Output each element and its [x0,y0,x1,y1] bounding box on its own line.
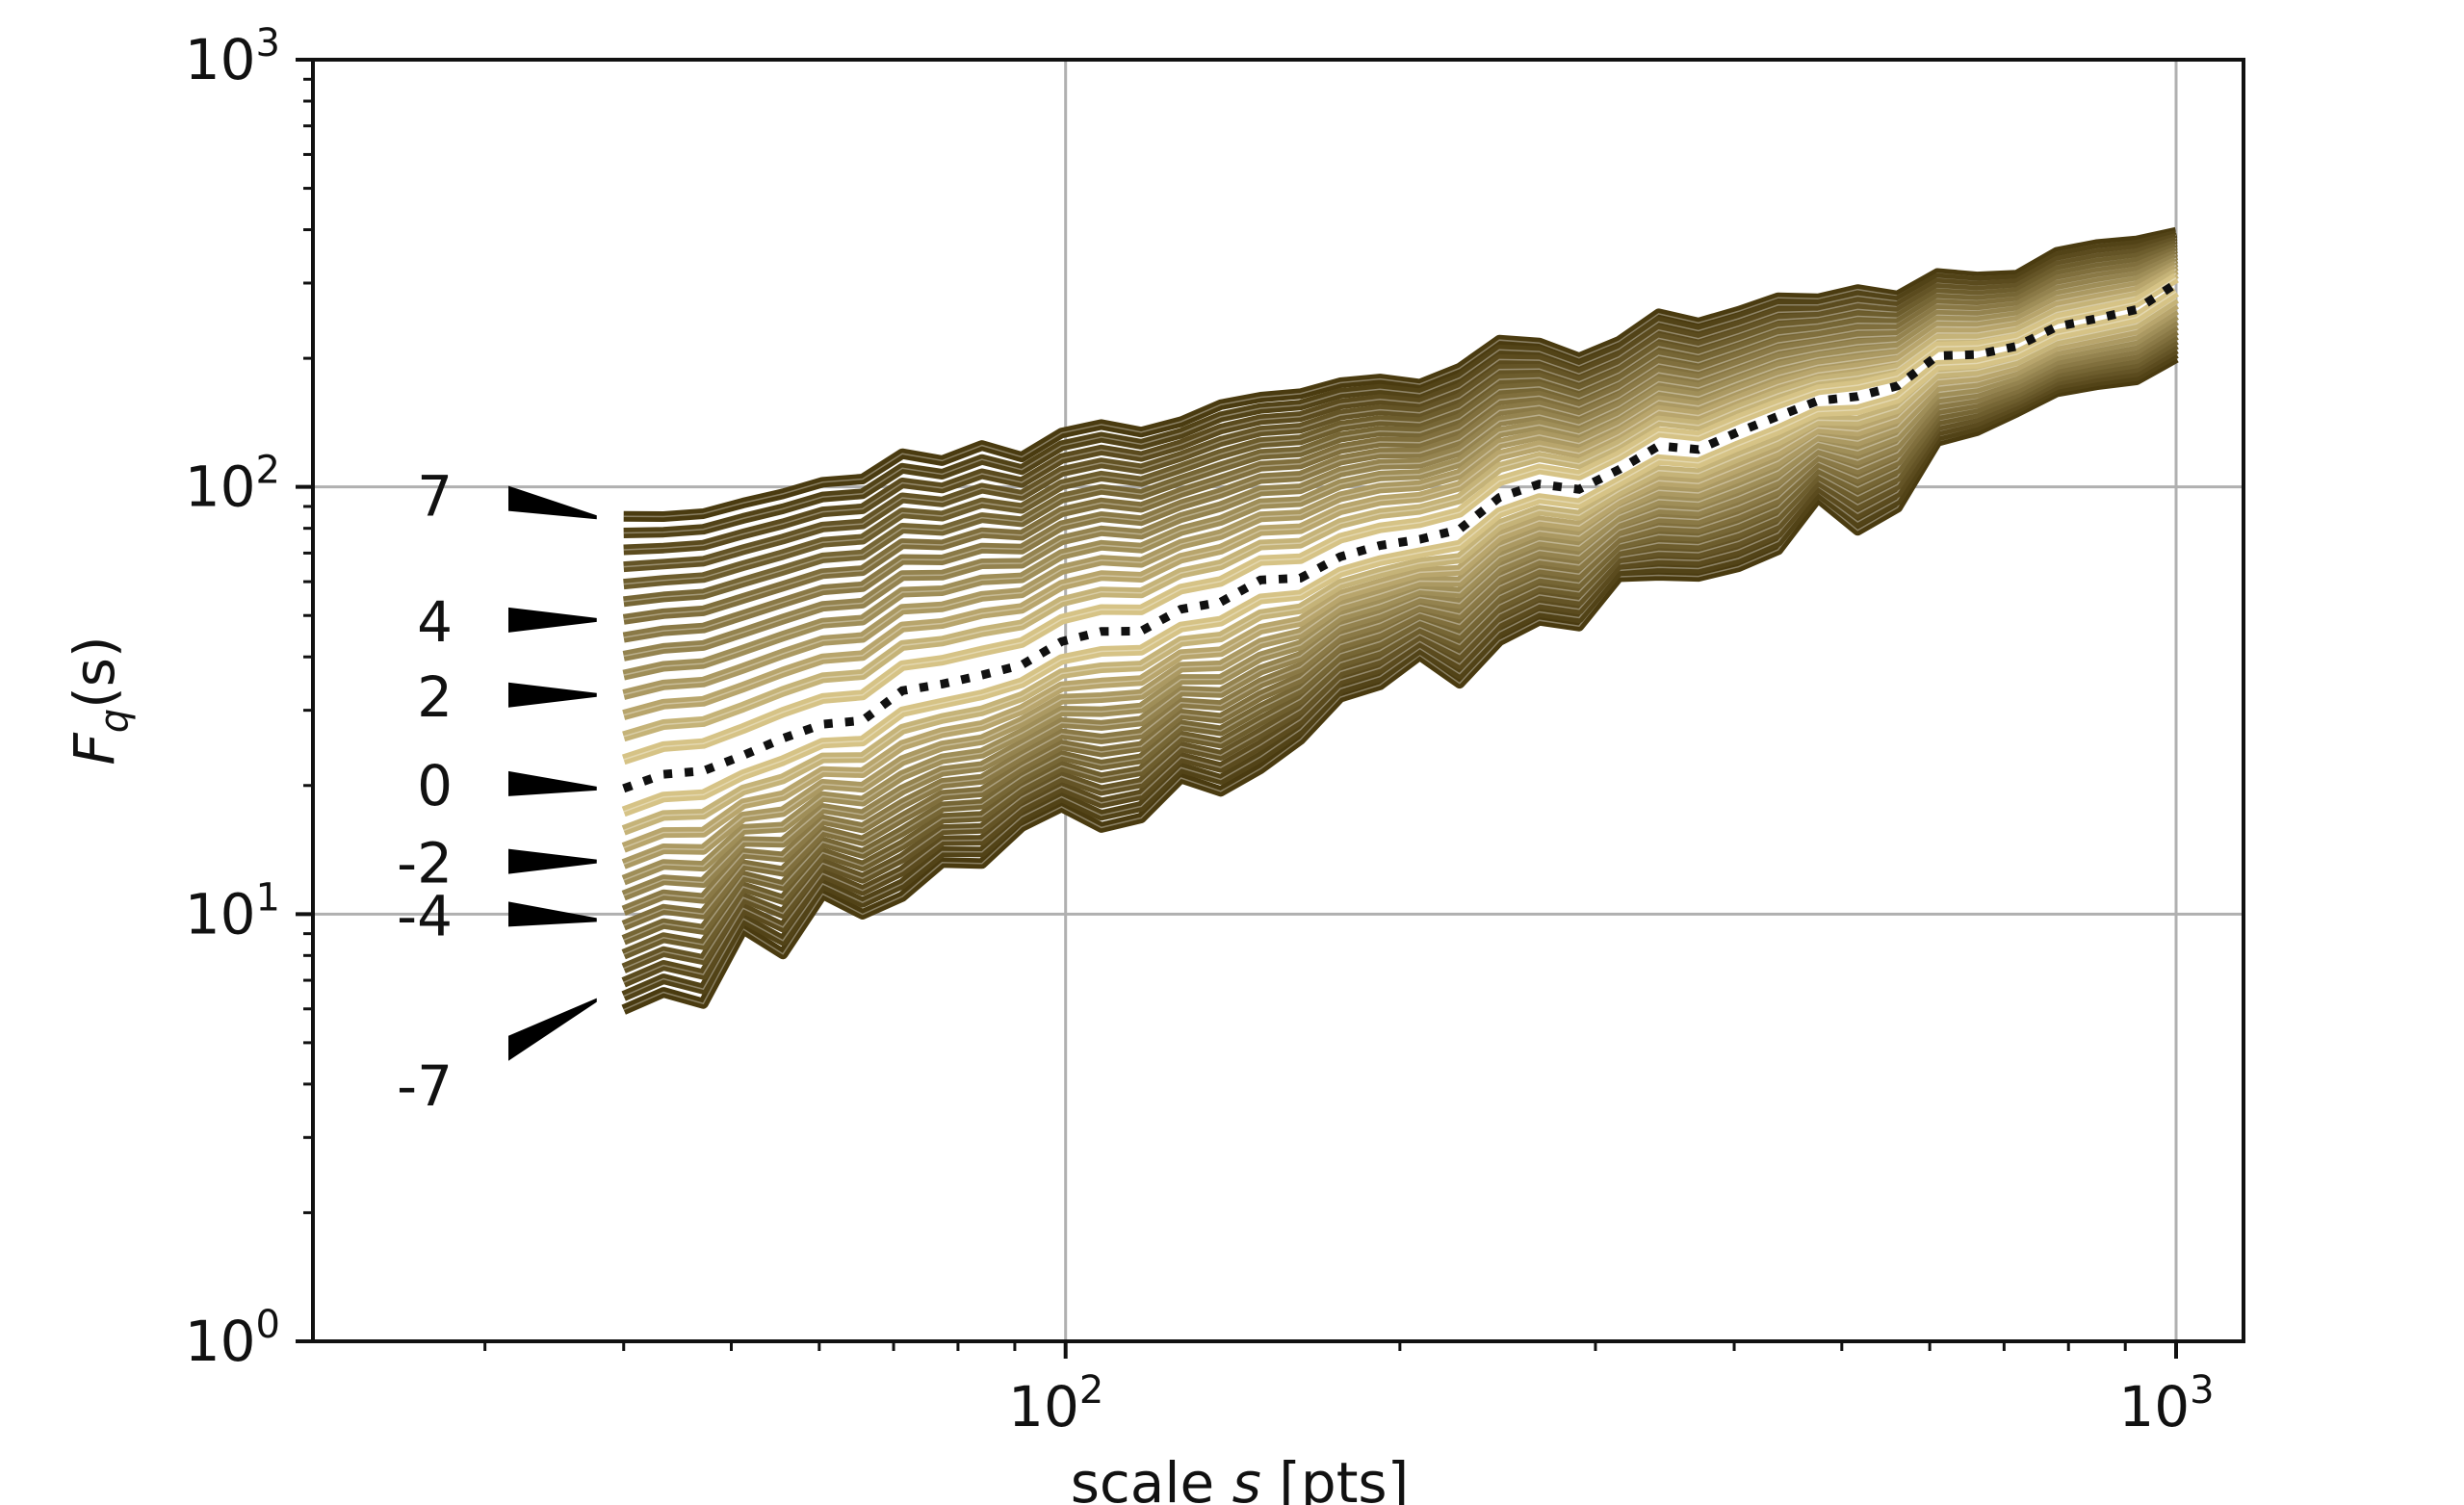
series-q--1 [621,294,2179,836]
q-label: -7 [397,1053,453,1119]
q-label: 7 [417,464,453,530]
q-pointer-2 [508,682,597,708]
q-pointer-4 [508,607,597,633]
series-highlight [623,303,2177,849]
series-q-1 [622,269,2179,742]
q-pointer--4 [508,901,597,927]
q-pointer--7 [508,998,597,1061]
q-label: 0 [417,753,453,818]
y-tick-label: 100 [185,1303,280,1374]
x-axis-label: scale s [pts] [1071,1450,1410,1505]
q-label: 4 [417,589,453,655]
y-tick-label: 101 [185,875,280,947]
series-q--0.5 [621,287,2179,817]
series-q-0.5 [621,272,2179,765]
y-tick-label: 103 [185,21,280,92]
series-highlight [623,291,2177,813]
y-axis-label: Fq(s) [62,636,137,765]
series-highlight [623,269,2177,716]
series-highlight [623,308,2177,866]
series-highlight [623,298,2177,832]
x-tick-label: 103 [2118,1368,2214,1440]
q-label: -2 [397,831,453,896]
series-q-0-dotted [622,279,2179,793]
series-highlight [623,272,2177,738]
series-q-2 [622,260,2179,700]
y-tick-label: 102 [185,449,280,520]
q-pointer-7 [508,485,597,520]
x-tick-label: 102 [1008,1368,1103,1440]
series-q--1.5 [621,299,2179,853]
q-label: 2 [417,664,453,730]
series-highlight [623,276,2177,761]
plot-frame [311,58,2245,1343]
q-label-pointers: 7 4 2 0 -2-4 -7 [397,464,597,1119]
series-highlight [623,265,2177,696]
q-pointer-0 [508,770,597,796]
series-lines [621,226,2179,1015]
q-pointer--2 [508,848,597,874]
q-label: -4 [397,883,453,948]
series-q-1.5 [622,264,2179,720]
series-q--2 [621,304,2179,869]
